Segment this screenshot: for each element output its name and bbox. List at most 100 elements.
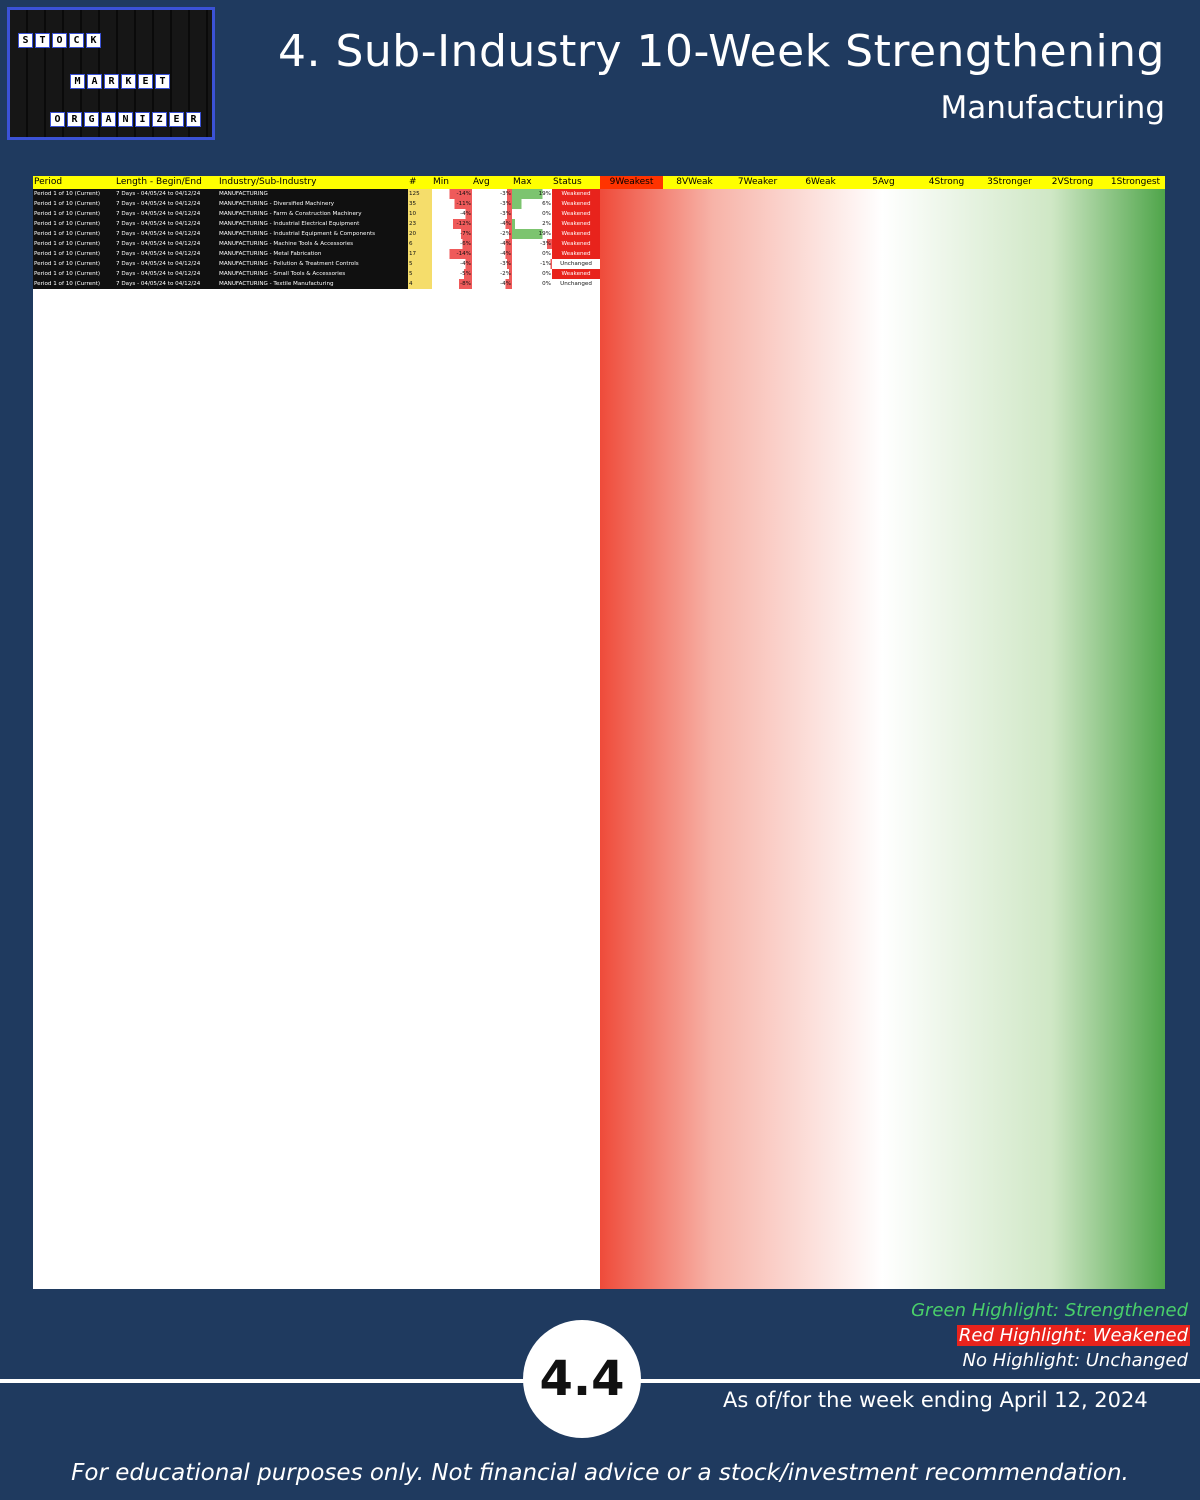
page-title: 4. Sub-Industry 10-Week Strengthening <box>277 26 1165 77</box>
strength-cell <box>600 199 663 209</box>
value-cell: -6% <box>432 239 472 249</box>
row-label: Period 1 of 10 (Current) <box>33 239 115 249</box>
strength-cell <box>915 209 978 219</box>
strength-cell <box>978 269 1041 279</box>
strength-cell <box>915 259 978 269</box>
value-cell: -5% <box>432 269 472 279</box>
strength-cell <box>978 249 1041 259</box>
strength-cell <box>978 229 1041 239</box>
row-label: Period 1 of 10 (Current) <box>33 249 115 259</box>
strength-cell <box>852 209 915 219</box>
strength-cell <box>663 189 726 199</box>
strength-cell <box>1104 259 1165 269</box>
strength-cell <box>726 189 789 199</box>
value-cell: -4% <box>472 219 512 229</box>
strength-cell <box>978 239 1041 249</box>
strength-cell <box>915 219 978 229</box>
value-cell: -2% <box>472 269 512 279</box>
status-badge: Weakened <box>552 199 600 209</box>
logo-letter: R <box>104 74 119 89</box>
strength-cell <box>663 199 726 209</box>
row-label: 7 Days - 04/05/24 to 04/12/24 <box>115 209 218 219</box>
strength-cell <box>726 279 789 289</box>
count-cell: 4 <box>408 279 432 289</box>
row-label: 7 Days - 04/05/24 to 04/12/24 <box>115 229 218 239</box>
row-label: 7 Days - 04/05/24 to 04/12/24 <box>115 239 218 249</box>
strength-cell <box>915 229 978 239</box>
status-badge: Unchanged <box>552 259 600 269</box>
logo-letter: K <box>121 74 136 89</box>
strength-cell <box>663 229 726 239</box>
row-label: 7 Days - 04/05/24 to 04/12/24 <box>115 219 218 229</box>
column-header: Industry/Sub-Industry <box>218 176 408 189</box>
strength-cell <box>663 209 726 219</box>
row-label: MANUFACTURING - Industrial Electrical Eq… <box>218 219 408 229</box>
column-header: 4Strong <box>915 176 978 189</box>
strength-cell <box>915 269 978 279</box>
count-cell: 10 <box>408 209 432 219</box>
row-label: Period 1 of 10 (Current) <box>33 199 115 209</box>
strength-cell <box>663 249 726 259</box>
table-row: Period 1 of 10 (Current) 7 Days - 04/05/2… <box>33 229 1165 239</box>
strength-cell <box>1104 239 1165 249</box>
status-badge: Unchanged <box>552 279 600 289</box>
logo-letter: T <box>155 74 170 89</box>
logo-letter: E <box>169 112 184 127</box>
strength-gradient-background <box>600 176 1165 1289</box>
status-badge: Weakened <box>552 219 600 229</box>
value-cell: -4% <box>472 239 512 249</box>
strength-cell <box>1041 219 1104 229</box>
value-cell: -1% <box>512 259 552 269</box>
strength-cell <box>852 259 915 269</box>
count-cell: 17 <box>408 249 432 259</box>
value-cell: -8% <box>432 279 472 289</box>
strength-table: Period Length - Begin/End Industry/Sub-Ind… <box>33 176 1165 1289</box>
row-label: MANUFACTURING - Textile Manufacturing <box>218 279 408 289</box>
logo-letter: C <box>69 33 84 48</box>
row-label: 7 Days - 04/05/24 to 04/12/24 <box>115 249 218 259</box>
legend-red: Red Highlight: Weakened <box>956 1325 1190 1346</box>
row-label: 7 Days - 04/05/24 to 04/12/24 <box>115 259 218 269</box>
logo-letter: R <box>67 112 82 127</box>
strength-cell <box>663 259 726 269</box>
strength-cell <box>978 219 1041 229</box>
disclaimer: For educational purposes only. Not finan… <box>71 1460 1129 1486</box>
status-badge: Weakened <box>552 189 600 199</box>
row-label: Period 1 of 10 (Current) <box>33 219 115 229</box>
row-label: Period 1 of 10 (Current) <box>33 209 115 219</box>
logo-letter: S <box>18 33 33 48</box>
strength-cell <box>726 239 789 249</box>
status-badge: Weakened <box>552 239 600 249</box>
count-cell: 5 <box>408 259 432 269</box>
strength-cell <box>852 229 915 239</box>
status-badge: Weakened <box>552 209 600 219</box>
row-label: Period 1 of 10 (Current) <box>33 269 115 279</box>
count-cell: 20 <box>408 229 432 239</box>
logo-letter: A <box>87 74 102 89</box>
score-badge: 4.4 <box>523 1320 641 1438</box>
strength-cell <box>789 259 852 269</box>
row-label: 7 Days - 04/05/24 to 04/12/24 <box>115 189 218 199</box>
column-header: 6Weak <box>789 176 852 189</box>
status-badge: Weakened <box>552 269 600 279</box>
column-header: Max <box>512 176 552 189</box>
count-cell: 35 <box>408 199 432 209</box>
row-label: MANUFACTURING - Diversified Machinery <box>218 199 408 209</box>
value-cell: -3% <box>512 239 552 249</box>
legend-green: Green Highlight: Strengthened <box>911 1300 1188 1321</box>
logo-letter: I <box>135 112 150 127</box>
strength-cell <box>789 279 852 289</box>
strength-cell <box>726 229 789 239</box>
row-label: MANUFACTURING - Industrial Equipment & C… <box>218 229 408 239</box>
strength-cell <box>1041 239 1104 249</box>
value-cell: -14% <box>432 249 472 259</box>
table-row: Period 1 of 10 (Current) 7 Days - 04/05/2… <box>33 269 1165 279</box>
strength-cell <box>600 189 663 199</box>
strength-cell <box>789 249 852 259</box>
count-cell: 125 <box>408 189 432 199</box>
strength-cell <box>600 279 663 289</box>
value-cell: 19% <box>512 189 552 199</box>
